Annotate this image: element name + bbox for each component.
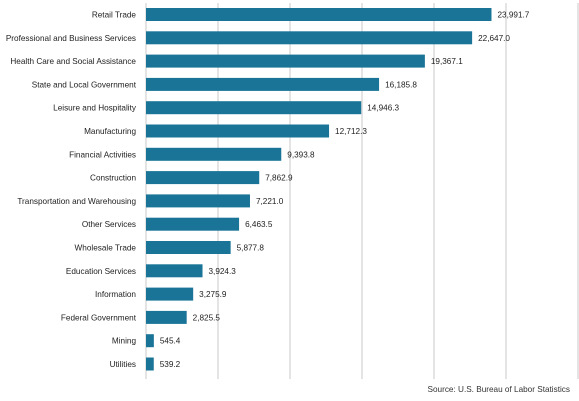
category-label: Mining bbox=[112, 337, 137, 346]
category-label: Financial Activities bbox=[69, 150, 136, 159]
bar bbox=[146, 171, 260, 185]
category-label: Retail Trade bbox=[92, 11, 137, 20]
value-label: 539.2 bbox=[160, 360, 181, 369]
value-label: 23,991.7 bbox=[497, 11, 529, 20]
bar bbox=[146, 77, 380, 91]
value-labels: 23,991.7 22,647.0 19,367.1 16,185.8 14,946.3… bbox=[160, 11, 530, 370]
bar bbox=[146, 124, 330, 138]
bar bbox=[146, 8, 492, 21]
bar bbox=[146, 357, 154, 371]
bar bbox=[146, 264, 203, 278]
category-label: Wholesale Trade bbox=[75, 244, 137, 253]
value-label: 22,647.0 bbox=[478, 34, 510, 43]
category-label: Health Care and Social Assistance bbox=[10, 57, 136, 66]
value-label: 16,185.8 bbox=[385, 80, 417, 89]
value-label: 3,924.3 bbox=[209, 267, 237, 276]
value-label: 3,275.9 bbox=[199, 290, 227, 299]
bar bbox=[146, 334, 154, 348]
bar bbox=[146, 194, 250, 208]
value-label: 5,877.8 bbox=[237, 244, 265, 253]
source-note: Source: U.S. Bureau of Labor Statistics bbox=[427, 385, 570, 394]
category-label: Education Services bbox=[66, 267, 136, 276]
bar bbox=[146, 310, 187, 324]
category-label: Leisure and Hospitality bbox=[53, 104, 137, 113]
value-label: 2,825.5 bbox=[193, 313, 221, 322]
category-label: Transportation and Warehousing bbox=[17, 197, 136, 206]
value-label: 14,946.3 bbox=[367, 104, 399, 113]
bar bbox=[146, 54, 425, 68]
category-label: Manufacturing bbox=[84, 127, 136, 136]
value-label: 7,221.0 bbox=[256, 197, 284, 206]
value-label: 545.4 bbox=[160, 337, 181, 346]
bar bbox=[146, 217, 240, 231]
bars bbox=[146, 8, 492, 371]
category-label: Construction bbox=[90, 174, 136, 183]
category-label: Professional and Business Services bbox=[6, 34, 136, 43]
category-label: Other Services bbox=[82, 220, 136, 229]
value-label: 6,463.5 bbox=[245, 220, 273, 229]
value-label: 7,862.9 bbox=[265, 174, 293, 183]
value-label: 19,367.1 bbox=[431, 57, 463, 66]
category-label: Information bbox=[95, 290, 136, 299]
bar bbox=[146, 31, 473, 45]
bar bbox=[146, 287, 194, 301]
value-label: 9,393.8 bbox=[287, 150, 315, 159]
bar bbox=[146, 241, 231, 254]
category-label: State and Local Government bbox=[32, 80, 137, 89]
bar bbox=[146, 101, 362, 115]
category-label: Utilities bbox=[110, 360, 136, 369]
category-labels: Retail Trade Professional and Business Se… bbox=[6, 11, 137, 370]
value-label: 12,712.3 bbox=[335, 127, 367, 136]
bar bbox=[146, 147, 282, 161]
category-label: Federal Government bbox=[61, 313, 137, 322]
